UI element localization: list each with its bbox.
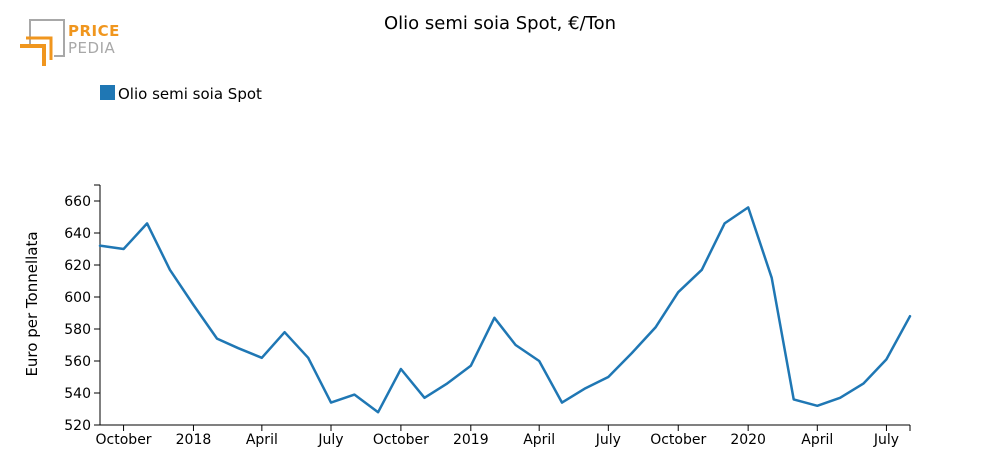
y-tick-label: 660: [64, 194, 91, 210]
data-point: [215, 336, 219, 340]
data-point: [260, 356, 264, 360]
data-point: [168, 268, 172, 272]
y-axis-ticks: 520 540 560 580 600 620 640 660: [64, 184, 100, 434]
x-tick-label: October: [650, 432, 706, 448]
x-tick-label: July: [317, 432, 343, 448]
y-tick-label: 540: [64, 386, 91, 402]
pricepedia-logo-mark-icon: [20, 19, 65, 66]
data-point: [282, 330, 286, 334]
data-point: [191, 303, 195, 307]
axes: 520 540 560 580 600 620 640 660 October 2018 Apri…: [64, 184, 911, 448]
logo-word-pedia: PEDIA: [68, 39, 115, 57]
data-point: [792, 397, 796, 401]
y-axis-label: Euro per Tonnellata: [23, 231, 41, 376]
x-tick-label: July: [595, 432, 621, 448]
data-point: [422, 396, 426, 400]
data-point: [306, 356, 310, 360]
y-tick-label: 560: [64, 354, 91, 370]
x-tick-label: April: [246, 432, 278, 448]
series-line: [98, 206, 912, 414]
x-axis-ticks: October 2018 April July October 2019 April July…: [96, 425, 911, 448]
logo-word-price: PRICE: [68, 22, 120, 40]
legend-label: Olio semi soia Spot: [118, 85, 262, 103]
data-point: [676, 290, 680, 294]
x-tick-label: October: [373, 432, 429, 448]
y-tick-label: 600: [64, 290, 91, 306]
x-tick-label: July: [873, 432, 899, 448]
legend-swatch: [100, 85, 115, 100]
x-tick-label: April: [523, 432, 555, 448]
data-point: [722, 221, 726, 225]
data-point: [583, 386, 587, 390]
data-point: [492, 316, 496, 320]
data-point: [815, 404, 819, 408]
data-point: [513, 343, 517, 347]
x-tick-label: April: [801, 432, 833, 448]
data-point: [329, 400, 333, 404]
data-point: [861, 381, 865, 385]
data-point: [746, 205, 750, 209]
data-point: [376, 410, 380, 414]
pricepedia-logo: PRICE PEDIA: [20, 19, 120, 66]
data-point: [469, 364, 473, 368]
data-point: [399, 367, 403, 371]
y-tick-label: 620: [64, 258, 91, 274]
x-tick-label: 2020: [730, 432, 766, 448]
plot-area: [98, 205, 912, 414]
data-point: [838, 396, 842, 400]
data-point: [884, 357, 888, 361]
data-point: [236, 346, 240, 350]
x-tick-label: 2018: [176, 432, 212, 448]
data-point: [145, 221, 149, 225]
y-tick-label: 640: [64, 226, 91, 242]
data-point: [121, 247, 125, 251]
legend: Olio semi soia Spot: [100, 85, 262, 103]
data-point: [908, 314, 912, 318]
y-tick-label: 520: [64, 418, 91, 434]
data-point: [630, 351, 634, 355]
data-point: [770, 276, 774, 280]
data-point: [606, 375, 610, 379]
chart-title: Olio semi soia Spot, €/Ton: [384, 13, 616, 34]
data-point: [352, 392, 356, 396]
y-tick-label: 580: [64, 322, 91, 338]
data-point: [700, 268, 704, 272]
data-point: [99, 244, 103, 248]
x-tick-label: October: [96, 432, 152, 448]
x-tick-label: 2019: [453, 432, 489, 448]
data-point: [537, 359, 541, 363]
data-point: [445, 381, 449, 385]
data-point: [653, 325, 657, 329]
data-point: [560, 400, 564, 404]
